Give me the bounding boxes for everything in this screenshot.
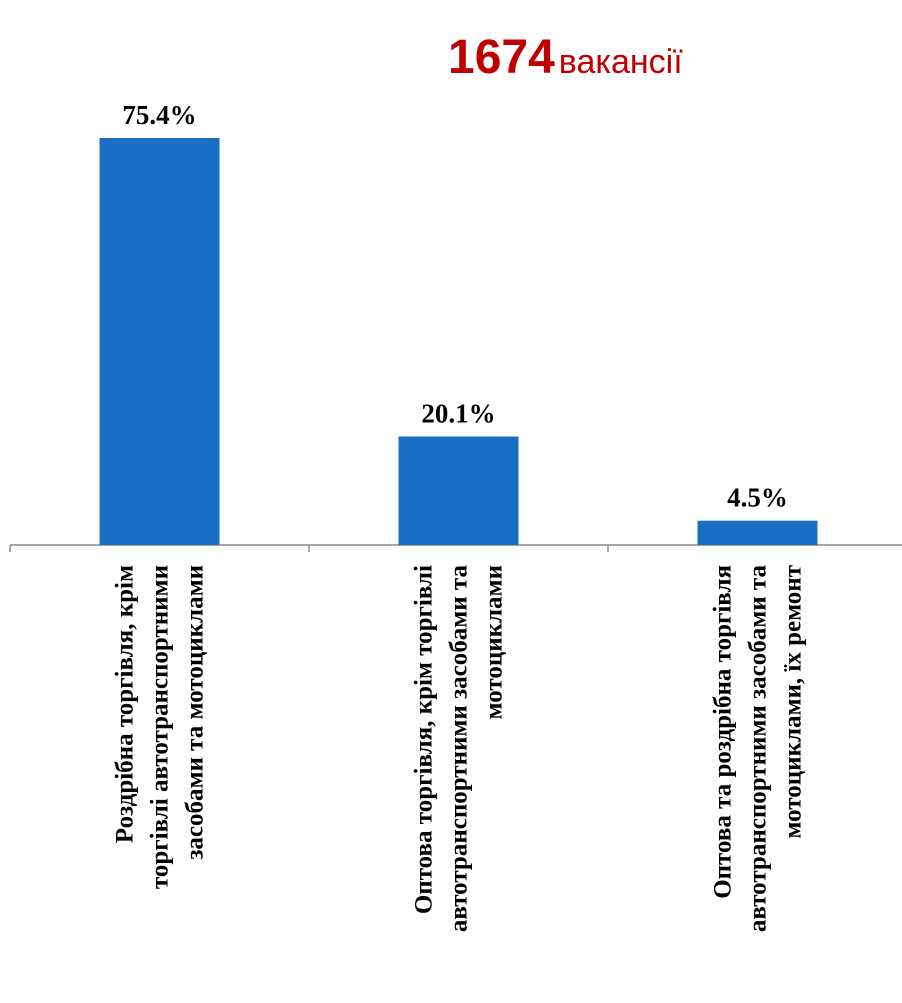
headline-inner: 1674 вакансії — [448, 30, 683, 85]
data-label: 75.4% — [122, 100, 196, 130]
category-label-line: мотоциклами — [481, 565, 508, 720]
headline-unit: вакансії — [558, 43, 683, 81]
bar — [398, 436, 519, 545]
category-label: Оптова та роздрібна торгівля автотранспор… — [710, 565, 807, 933]
category-label-line: засобами та мотоциклами — [182, 565, 209, 860]
category-label: Оптова торгівля, крім торгівлі автотрансп… — [411, 565, 508, 933]
bar — [697, 520, 818, 545]
category-label-line: Оптова торгівля, крім торгівлі — [411, 565, 438, 914]
category-label-line: Роздрібна торгівля, крім — [112, 565, 139, 843]
category-label-line: мотоциклами, їх ремонт — [780, 565, 807, 839]
category-label-line: Оптова та роздрібна торгівля — [710, 565, 737, 899]
category-label-line: торгівлі автотранспортними — [147, 565, 174, 889]
category-label-line: автотранспортними засобами та — [446, 565, 473, 933]
data-label: 20.1% — [421, 399, 495, 429]
category-label: Роздрібна торгівля, крім торгівлі автотра… — [112, 565, 209, 889]
bar — [99, 138, 220, 545]
headline-number: 1674 — [448, 31, 555, 84]
category-label-line: автотранспортними засобами та — [745, 565, 772, 933]
data-label: 4.5% — [727, 483, 788, 513]
